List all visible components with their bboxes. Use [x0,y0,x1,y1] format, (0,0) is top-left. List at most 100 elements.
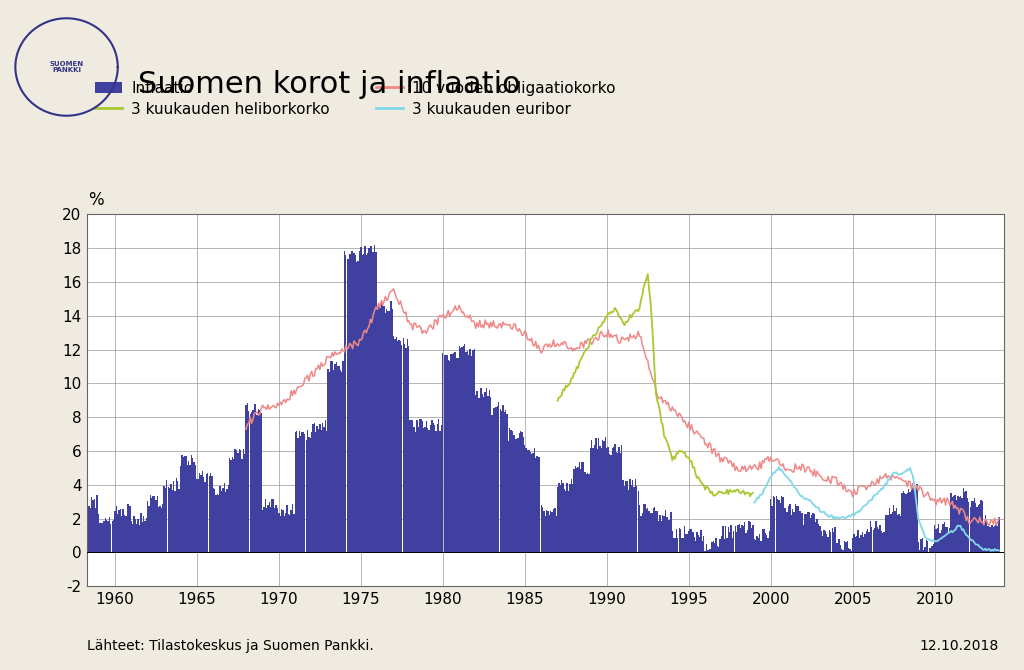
Bar [938,524,939,553]
Text: 12.10.2018: 12.10.2018 [920,639,998,653]
Bar [609,454,610,553]
Bar [761,541,762,553]
Bar [728,527,729,553]
Bar [594,445,595,553]
Bar [494,408,496,553]
Bar [467,351,468,553]
Bar [230,460,231,553]
Bar [95,509,96,553]
Bar [315,432,316,553]
Bar [955,500,957,553]
Bar [113,521,115,553]
Bar [918,542,919,553]
Bar [565,490,566,553]
Bar [459,346,460,553]
Bar [197,479,198,553]
Bar [493,408,494,553]
Bar [177,481,178,553]
Bar [402,338,403,553]
Bar [94,499,95,553]
Bar [436,424,438,553]
Bar [477,398,479,553]
Bar [857,530,859,553]
Bar [697,535,699,553]
Bar [835,527,836,553]
Bar [399,341,401,553]
Bar [628,490,630,553]
Bar [84,498,86,553]
Bar [451,354,452,553]
Bar [203,477,205,553]
Bar [695,541,696,553]
Bar [781,496,782,553]
Bar [178,489,180,553]
Bar [937,527,938,553]
Bar [244,454,246,553]
Bar [154,496,156,553]
Bar [995,525,996,553]
Bar [521,432,522,553]
Bar [322,423,324,553]
Bar [881,531,882,553]
Bar [841,549,843,553]
Bar [741,525,742,553]
Bar [712,542,713,553]
Bar [877,527,878,553]
Bar [939,533,941,553]
Bar [799,511,800,553]
Bar [86,500,87,553]
Bar [656,511,658,553]
Bar [730,525,732,553]
Bar [930,548,931,553]
Bar [620,453,622,553]
Bar [669,520,671,553]
Bar [453,353,455,553]
Bar [945,527,946,553]
Bar [902,491,904,553]
Bar [721,536,722,553]
Bar [174,490,176,553]
Bar [558,483,559,553]
Bar [219,486,221,553]
Bar [428,430,430,553]
Bar [587,473,589,553]
Bar [99,523,100,553]
Bar [116,507,117,553]
Bar [541,505,542,553]
Bar [839,539,840,553]
Bar [312,425,313,553]
Bar [153,496,154,553]
Bar [500,409,501,553]
Bar [156,500,157,553]
Bar [820,531,822,553]
Bar [636,486,638,553]
Bar [905,494,906,553]
Bar [898,515,900,553]
Bar [706,545,708,553]
Bar [510,429,512,553]
Bar [892,513,893,553]
Bar [979,504,980,553]
Bar [736,532,737,553]
Bar [640,516,642,553]
Bar [276,508,279,553]
Bar [773,496,774,553]
Bar [733,531,734,553]
Bar [407,339,408,553]
Bar [593,448,594,553]
Bar [583,462,585,553]
Bar [853,535,855,553]
Bar [108,521,109,553]
Bar [109,517,111,553]
Bar [361,255,362,553]
Bar [313,423,315,553]
Bar [416,420,418,553]
Bar [655,511,656,553]
Bar [544,511,545,553]
Text: Lähteet: Tilastokeskus ja Suomen Pankki.: Lähteet: Tilastokeskus ja Suomen Pankki. [87,639,374,653]
Bar [234,449,236,553]
Bar [708,550,709,553]
Bar [720,539,721,553]
Bar [729,532,730,553]
Bar [370,246,371,553]
